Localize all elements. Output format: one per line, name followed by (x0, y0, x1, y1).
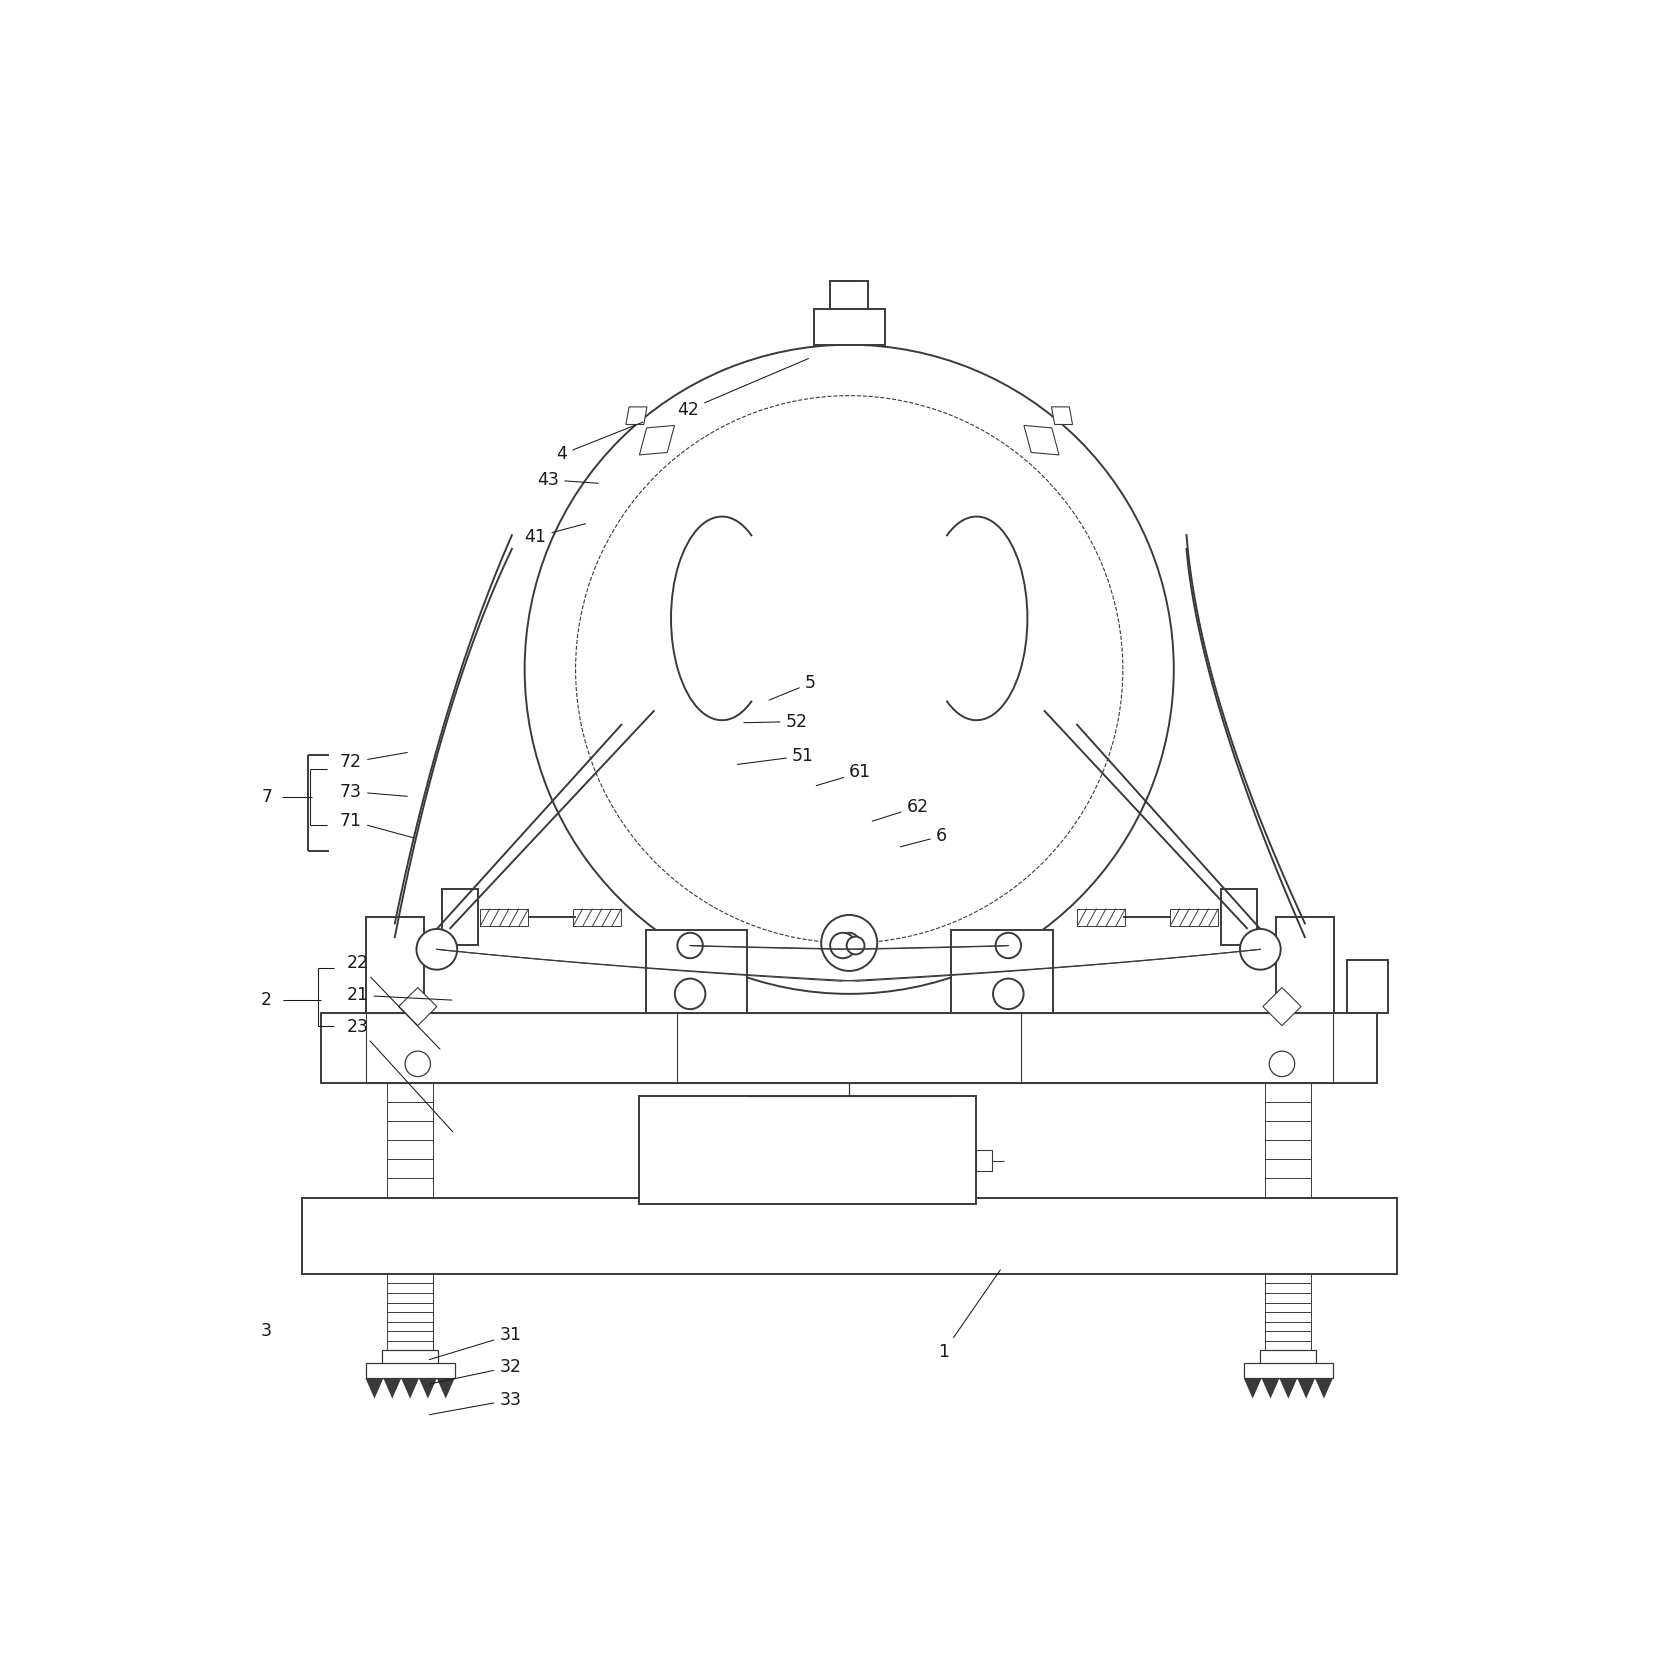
Bar (646, 931, 747, 1013)
Text: 1: 1 (938, 1270, 1001, 1360)
Polygon shape (1263, 987, 1301, 1025)
Bar (951, 931, 1052, 1013)
Text: 72: 72 (340, 752, 408, 772)
Bar (1347, 960, 1387, 1013)
Text: 71: 71 (340, 812, 414, 838)
Polygon shape (366, 1379, 383, 1398)
Text: 22: 22 (346, 954, 441, 1050)
Text: 51: 51 (737, 747, 814, 765)
Polygon shape (419, 1379, 437, 1398)
Text: 61: 61 (817, 764, 872, 785)
Text: 73: 73 (340, 782, 408, 800)
Text: 52: 52 (744, 712, 807, 731)
Text: 6: 6 (900, 826, 946, 846)
Bar (1170, 909, 1218, 926)
Bar (366, 1364, 454, 1379)
Bar (976, 1150, 993, 1170)
Polygon shape (437, 1379, 454, 1398)
Circle shape (838, 932, 860, 954)
Polygon shape (1316, 1379, 1332, 1398)
Circle shape (404, 1051, 431, 1076)
Circle shape (996, 932, 1021, 959)
Text: 33: 33 (429, 1390, 522, 1415)
Bar (1244, 1364, 1332, 1379)
Text: 42: 42 (678, 359, 809, 418)
Circle shape (830, 932, 855, 959)
Text: 43: 43 (537, 471, 598, 489)
Polygon shape (401, 1379, 419, 1398)
Text: 32: 32 (429, 1357, 522, 1384)
Circle shape (678, 932, 703, 959)
Polygon shape (626, 407, 646, 425)
Polygon shape (1244, 1379, 1261, 1398)
Polygon shape (1279, 1379, 1297, 1398)
Text: 41: 41 (525, 524, 585, 545)
Polygon shape (1024, 425, 1059, 455)
Bar (321, 1013, 1377, 1083)
Text: 5: 5 (769, 674, 815, 701)
Bar (302, 1197, 1397, 1274)
Text: 4: 4 (557, 422, 643, 463)
Polygon shape (1261, 1379, 1279, 1398)
Bar (814, 309, 885, 345)
Bar (366, 917, 424, 1013)
Bar (1221, 889, 1256, 946)
Polygon shape (383, 1379, 401, 1398)
Circle shape (1269, 1051, 1294, 1076)
Bar (383, 1351, 437, 1365)
Text: 3: 3 (262, 1322, 272, 1341)
Bar (830, 281, 868, 309)
Polygon shape (1052, 407, 1072, 425)
Polygon shape (399, 987, 437, 1025)
Bar (1276, 917, 1334, 1013)
Bar (366, 1013, 1332, 1083)
Polygon shape (640, 425, 674, 455)
Circle shape (674, 979, 706, 1008)
Text: 2: 2 (262, 992, 272, 1010)
Text: 7: 7 (262, 787, 272, 805)
Bar (1261, 1351, 1316, 1365)
Bar (640, 1096, 976, 1203)
Bar (442, 889, 477, 946)
Circle shape (1239, 929, 1281, 970)
Circle shape (847, 937, 865, 954)
Circle shape (993, 979, 1024, 1008)
Polygon shape (1297, 1379, 1316, 1398)
Text: 21: 21 (346, 987, 452, 1005)
Text: 62: 62 (872, 798, 928, 822)
Bar (1077, 909, 1125, 926)
Bar (573, 909, 621, 926)
Circle shape (416, 929, 457, 970)
Bar (481, 909, 529, 926)
Circle shape (822, 916, 877, 970)
Text: 31: 31 (429, 1326, 522, 1360)
Text: 23: 23 (346, 1018, 452, 1132)
